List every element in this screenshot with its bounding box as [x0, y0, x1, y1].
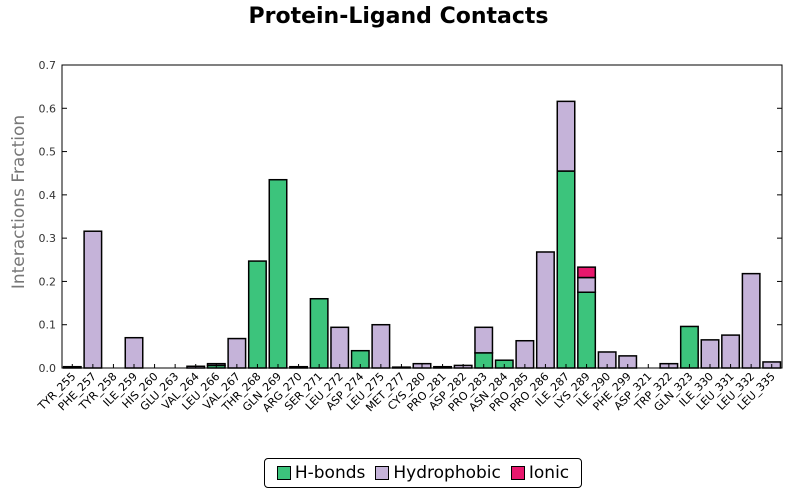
bar-ionic-lys_289: [577, 266, 597, 279]
bar-h-bonds-ser_271: [309, 297, 329, 369]
bar-hydrophobic-ile_330: [700, 339, 720, 369]
bar-hydrophobic-leu_332: [741, 272, 761, 369]
bar-hydrophobic-val_267: [227, 337, 247, 369]
y-axis-label: Interactions Fraction: [9, 115, 29, 289]
legend-item-hbonds: H-bonds: [276, 463, 366, 483]
legend-item-ionic: Ionic: [510, 463, 570, 483]
legend: H-bonds Hydrophobic Ionic: [264, 458, 582, 488]
bar-hydrophobic-pro_285: [515, 339, 535, 369]
bar-hydrophobic-pro_286: [535, 251, 555, 369]
y-tick-label: 0.3: [39, 232, 57, 245]
legend-swatch-ionic: [510, 466, 525, 480]
y-tick-label: 0.2: [39, 275, 57, 288]
legend-swatch-hydrophobic: [375, 466, 390, 480]
y-tick-label: 0.1: [39, 319, 57, 332]
bar-h-bonds-lys_289: [577, 291, 597, 369]
legend-swatch-hbonds: [276, 466, 291, 480]
plot-frame: [61, 64, 783, 369]
chart-title: Protein-Ligand Contacts: [248, 4, 549, 29]
legend-item-hydrophobic: Hydrophobic: [375, 463, 501, 483]
bar-hydrophobic-leu_275: [371, 323, 391, 369]
y-tick-label: 0.5: [39, 146, 57, 159]
bar-h-bonds-thr_268: [247, 260, 267, 369]
bar-hydrophobic-leu_331: [721, 334, 741, 369]
legend-label-hbonds: H-bonds: [294, 463, 366, 483]
y-tick-label: 0.4: [39, 189, 57, 202]
bar-hydrophobic-lys_289: [577, 276, 597, 293]
bar-hydrophobic-pro_283: [474, 326, 494, 354]
bar-h-bonds-gln_269: [268, 178, 288, 369]
bar-h-bonds-ile_287: [556, 170, 576, 369]
bar-hydrophobic-phe_257: [83, 230, 103, 369]
bar-hydrophobic-ile_259: [124, 336, 144, 369]
bar-h-bonds-gln_323: [679, 325, 699, 369]
bar-hydrophobic-leu_272: [330, 326, 350, 369]
legend-label-hydrophobic: Hydrophobic: [393, 463, 501, 483]
y-tick-label: 0.7: [39, 59, 57, 72]
y-tick-label: 0.0: [39, 362, 57, 375]
legend-label-ionic: Ionic: [528, 463, 570, 483]
bar-hydrophobic-ile_287: [556, 100, 576, 172]
y-tick-label: 0.6: [39, 102, 57, 115]
